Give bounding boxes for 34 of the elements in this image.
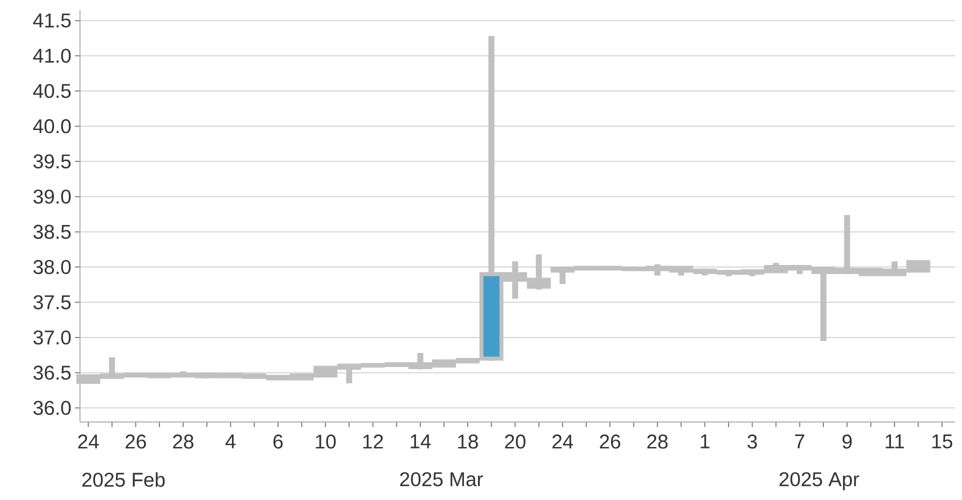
x-tick-label: 28: [173, 434, 194, 449]
x-tick-label: 26: [600, 434, 620, 449]
text: 2025 Feb: [82, 472, 165, 487]
y-tick-label: 37.5: [33, 295, 71, 310]
x-tick-label: 24: [78, 434, 99, 448]
y-tick-label: 40.0: [33, 119, 71, 134]
x-tick-label: 20: [505, 434, 526, 449]
x-tick-label: 12: [363, 434, 383, 448]
x-tick-label: 11: [886, 434, 904, 448]
x-tick-label: 26: [126, 434, 146, 449]
y-tick-label: 41.0: [33, 48, 71, 63]
text: 2025 Mar: [400, 472, 483, 486]
text: 2025 Apr: [780, 472, 860, 490]
x-tick-label: 10: [316, 434, 336, 449]
x-tick-label: 18: [458, 434, 478, 449]
y-tick-label: 39.0: [33, 190, 71, 204]
y-tick-label: 38.5: [33, 224, 71, 239]
y-tick-label: 39.5: [33, 154, 71, 168]
x-tick-label: 4: [225, 434, 236, 448]
x-tick-label: 28: [647, 434, 668, 449]
x-tick-label: 7: [795, 434, 804, 448]
x-tick-label: 9: [842, 434, 852, 449]
x-tick-label: 3: [747, 434, 757, 449]
y-tick-label: 37.0: [33, 330, 71, 345]
y-tick-label: 36.5: [33, 366, 71, 380]
y-tick-label: 40.5: [33, 84, 71, 98]
x-tick-label: 1: [700, 434, 710, 448]
x-tick-label: 24: [552, 434, 574, 448]
y-tick-label: 41.5: [33, 14, 71, 28]
x-tick-label: 6: [273, 434, 283, 449]
y-tick-label: 38.0: [33, 260, 71, 274]
x-tick-label: 14: [410, 434, 431, 448]
y-tick-label: 36.0: [33, 400, 71, 415]
x-tick-label: 15: [932, 434, 952, 448]
